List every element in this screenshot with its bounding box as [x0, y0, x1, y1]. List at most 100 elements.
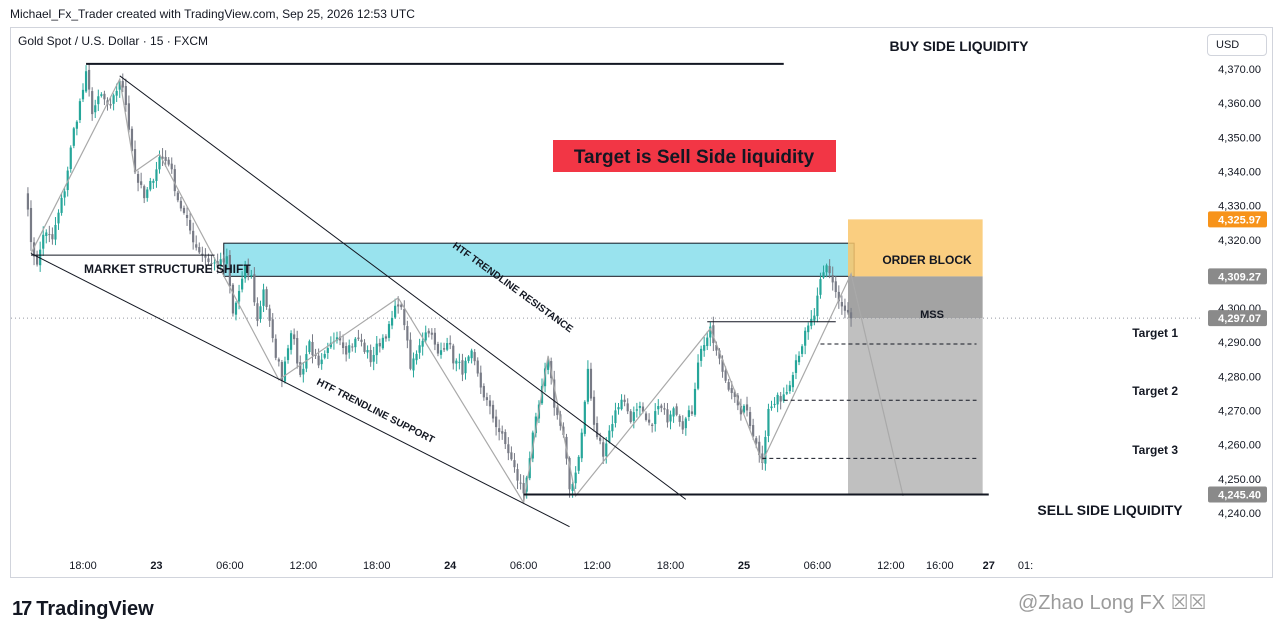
candle-down — [427, 330, 430, 334]
candle-up — [372, 354, 375, 362]
candle-up — [72, 128, 75, 146]
candle-up — [84, 71, 88, 92]
zone-order-block — [223, 242, 855, 277]
candle-up — [583, 401, 586, 434]
candle-down — [595, 423, 599, 438]
candle-up — [335, 337, 339, 341]
candle-down — [651, 424, 654, 426]
candle-down — [599, 437, 602, 441]
candle-up — [78, 101, 82, 121]
swing-zigzag-line — [30, 77, 904, 505]
candle-down — [828, 265, 831, 274]
candle-down — [192, 230, 195, 243]
candle-up — [219, 259, 222, 265]
candle-up — [57, 212, 60, 224]
y-tick-label: 4,290.00 — [1218, 337, 1261, 349]
candle-up — [302, 368, 305, 375]
candle-up — [816, 295, 819, 317]
candle-up — [354, 338, 357, 348]
candle-up — [213, 262, 216, 264]
candle-down — [495, 416, 498, 428]
candle-up — [620, 399, 623, 410]
candle-down — [745, 404, 749, 411]
candle-up — [63, 191, 66, 198]
price-badge — [1208, 211, 1267, 228]
candle-down — [589, 368, 593, 399]
candle-up — [155, 169, 158, 181]
candle-down — [133, 149, 137, 173]
candle-down — [461, 360, 464, 375]
mss-label: MSS — [920, 309, 944, 321]
candle-up — [617, 407, 620, 410]
candle-down — [721, 359, 724, 372]
candle-down — [397, 304, 400, 307]
candle-down — [369, 349, 372, 363]
candle-down — [88, 69, 91, 90]
candle-down — [678, 415, 681, 422]
candle-down — [265, 289, 268, 307]
watermark-text: @Zhao Long FX ☒☒ — [1018, 592, 1207, 614]
candle-down — [648, 419, 651, 423]
candle-down — [274, 338, 277, 358]
candle-up — [100, 94, 103, 96]
candle-up — [424, 332, 427, 341]
x-tick-label: 27 — [983, 560, 995, 572]
candle-down — [602, 442, 605, 457]
candle-up — [822, 272, 825, 278]
candle-up — [237, 290, 241, 302]
candle-down — [834, 281, 837, 293]
candle-down — [185, 214, 189, 219]
x-tick-label: 06:00 — [804, 560, 832, 572]
candle-down — [271, 319, 274, 339]
y-tick-label: 4,340.00 — [1218, 166, 1261, 178]
chart-pane[interactable] — [10, 27, 1273, 578]
candle-down — [91, 91, 94, 115]
symbol-title: Gold Spot / U.S. Dollar · 15 · FXCM — [18, 34, 209, 48]
candle-down — [176, 192, 179, 201]
candle-up — [797, 355, 801, 363]
candle-down — [715, 344, 718, 351]
candle-up — [412, 358, 415, 371]
candle-up — [152, 180, 155, 183]
candle-down — [840, 302, 843, 307]
candle-up — [118, 81, 121, 90]
candle-down — [173, 169, 176, 192]
htf-support-label: HTF TRENDLINE SUPPORT — [315, 377, 436, 446]
candle-down — [748, 412, 752, 427]
candle-down — [198, 247, 201, 253]
candle-down — [641, 406, 645, 412]
candle-up — [776, 394, 779, 405]
candle-down — [189, 219, 192, 231]
tv-logo-icon: 17 — [12, 598, 32, 620]
candle-down — [755, 438, 758, 444]
candle-down — [164, 156, 167, 161]
x-tick-label: 12:00 — [290, 560, 318, 572]
candle-up — [782, 394, 785, 401]
tradingview-logo[interactable]: 17 TradingView — [12, 598, 154, 621]
candle-down — [317, 355, 320, 366]
candle-up — [375, 343, 378, 356]
candle-up — [608, 430, 611, 443]
candle-down — [482, 386, 485, 398]
candle-down — [733, 391, 736, 397]
candle-up — [323, 353, 326, 358]
y-tick-label: 4,270.00 — [1218, 406, 1261, 418]
candle-down — [730, 388, 733, 393]
candle-down — [712, 325, 715, 344]
candle-down — [167, 159, 170, 165]
market-structure-shift-label: MARKET STRUCTURE SHIFT — [84, 262, 251, 276]
x-tick-label: 06:00 — [510, 560, 538, 572]
candle-down — [182, 207, 186, 213]
candle-up — [571, 483, 574, 491]
candle-down — [433, 332, 436, 345]
candle-down — [430, 332, 433, 335]
candle-up — [801, 346, 804, 354]
candle-up — [696, 362, 700, 389]
candle-up — [706, 337, 709, 347]
y-tick-label: 4,320.00 — [1218, 235, 1261, 247]
candle-down — [29, 207, 33, 243]
x-tick-label: 06:00 — [216, 560, 244, 572]
candle-up — [94, 105, 97, 113]
currency-button[interactable]: USD — [1207, 34, 1267, 56]
